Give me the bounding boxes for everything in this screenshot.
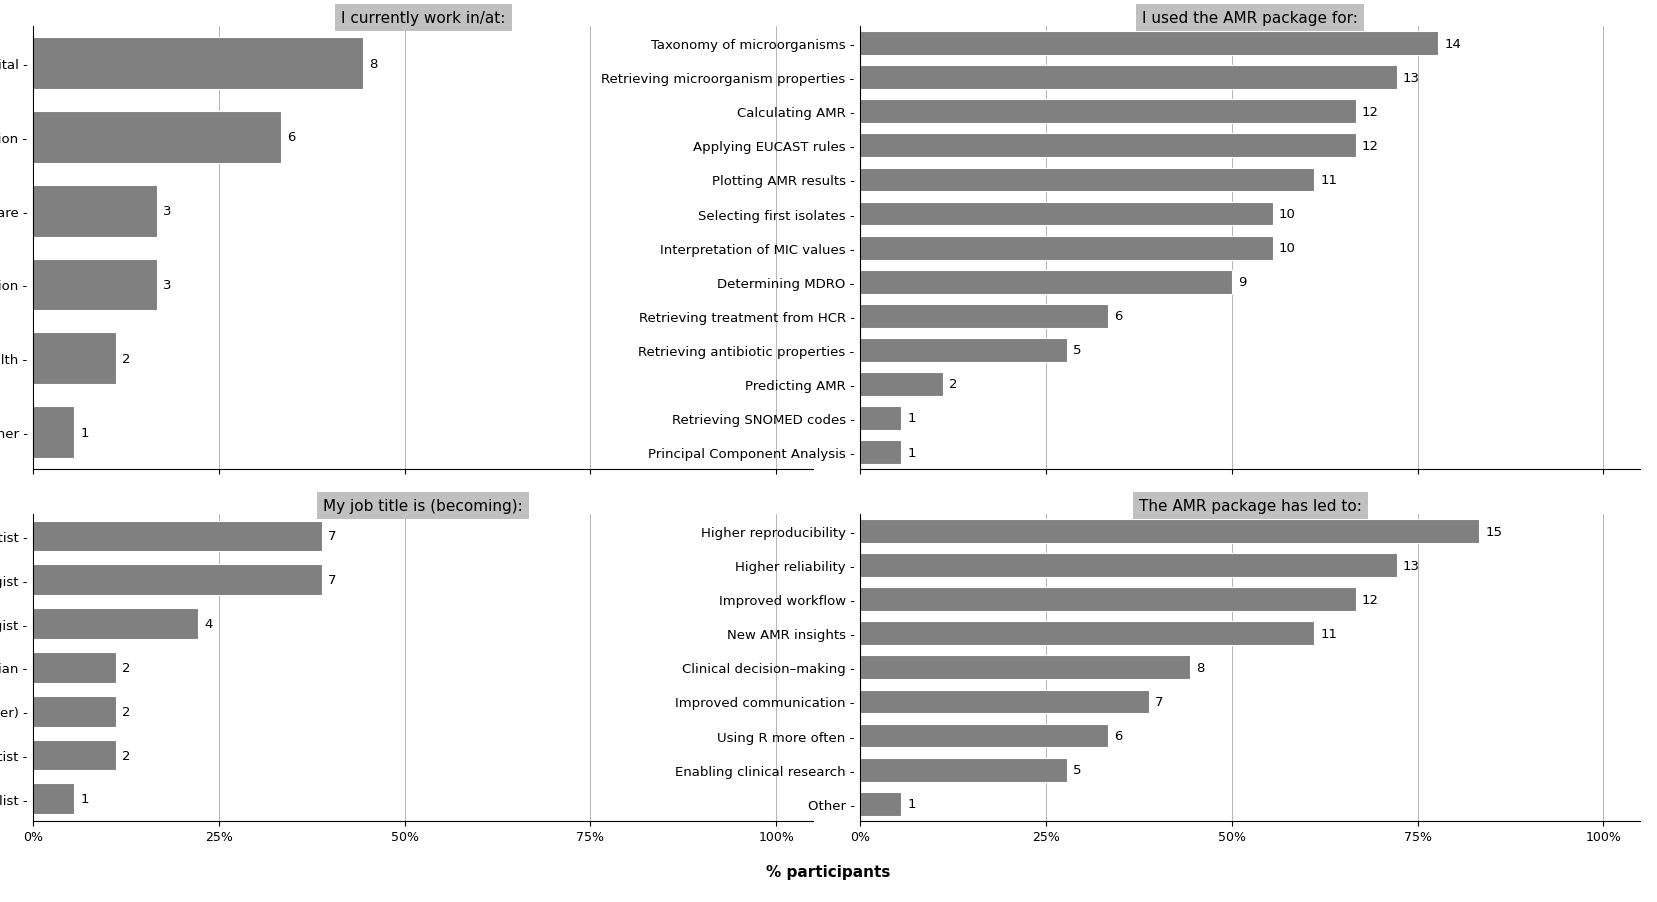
Text: 14: 14 [1445,38,1461,51]
Text: 11: 11 [1321,174,1337,187]
Bar [860,236,1273,260]
Text: 2: 2 [121,749,131,761]
Title: I used the AMR package for:: I used the AMR package for: [1142,11,1359,26]
Text: 11: 11 [1321,627,1337,640]
Text: 8: 8 [370,58,378,70]
Bar [33,38,363,89]
Text: % participants: % participants [766,864,891,879]
Bar [860,554,1397,577]
Text: 1: 1 [81,426,89,439]
Text: 2: 2 [949,378,958,391]
Bar [33,407,75,458]
Text: 2: 2 [121,353,131,365]
Text: 2: 2 [121,661,131,674]
Bar [33,652,116,683]
Bar [860,792,901,815]
Text: 3: 3 [162,279,171,291]
Text: 8: 8 [1196,661,1205,674]
Title: My job title is (becoming):: My job title is (becoming): [323,498,524,513]
Bar [860,407,901,430]
Text: 13: 13 [1403,559,1420,572]
Text: 12: 12 [1362,594,1379,606]
Text: 1: 1 [908,446,916,459]
Text: 10: 10 [1279,207,1296,221]
Bar [33,609,199,640]
Text: 7: 7 [1155,695,1163,708]
Text: 1: 1 [908,412,916,425]
Bar [860,373,943,396]
Title: I currently work in/at:: I currently work in/at: [341,11,505,26]
Text: 2: 2 [121,705,131,718]
Bar [860,134,1355,158]
Bar [33,260,157,311]
Text: 4: 4 [204,617,212,630]
Text: 6: 6 [287,131,295,144]
Bar [33,740,116,770]
Bar [33,112,280,163]
Bar [860,723,1109,748]
Bar [860,520,1480,543]
Bar [860,66,1397,90]
Text: 1: 1 [908,797,916,810]
Text: 5: 5 [1072,344,1080,357]
Text: 5: 5 [1072,763,1080,777]
Bar [33,521,321,552]
Text: 6: 6 [1114,729,1122,742]
Text: 3: 3 [162,205,171,218]
Text: 10: 10 [1279,242,1296,254]
Text: 15: 15 [1485,525,1503,538]
Bar [860,621,1314,646]
Bar [33,784,75,815]
Text: 6: 6 [1114,310,1122,323]
Bar [860,588,1355,612]
Bar [860,202,1273,226]
Bar [860,305,1109,328]
Bar [860,338,1067,363]
Bar [33,565,321,595]
Text: 12: 12 [1362,106,1379,119]
Title: The AMR package has led to:: The AMR package has led to: [1138,498,1362,513]
Text: 12: 12 [1362,140,1379,152]
Bar [860,169,1314,192]
Text: 7: 7 [328,574,336,586]
Bar [860,271,1231,294]
Bar [860,758,1067,782]
Bar [33,696,116,727]
Text: 7: 7 [328,529,336,543]
Bar [860,690,1150,713]
Text: 9: 9 [1238,276,1246,289]
Text: 1: 1 [81,793,89,805]
Text: 13: 13 [1403,71,1420,85]
Bar [860,440,901,465]
Bar [860,656,1190,679]
Bar [33,186,157,237]
Bar [860,32,1438,56]
Bar [33,333,116,385]
Bar [860,100,1355,124]
